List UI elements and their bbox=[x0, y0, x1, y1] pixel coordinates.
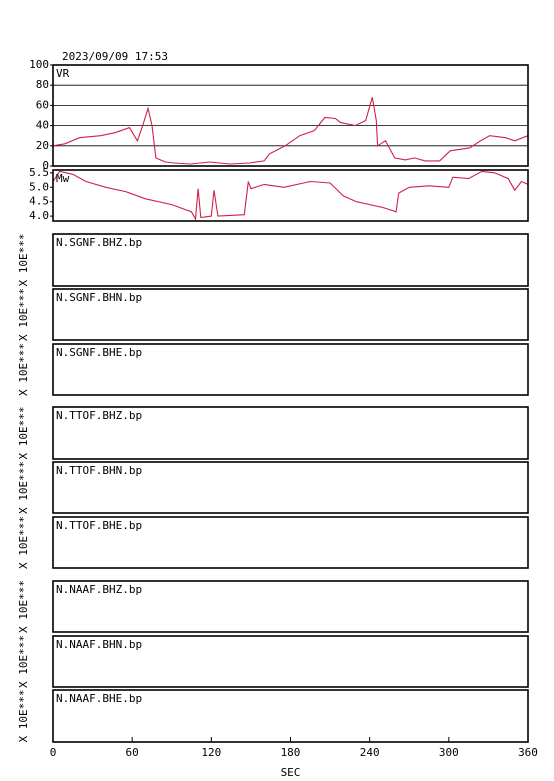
panel-label: Mw bbox=[56, 172, 70, 185]
y-tick-label: 5.0 bbox=[29, 180, 49, 193]
x-tick-label: 120 bbox=[201, 746, 221, 759]
x-tick-label: 300 bbox=[439, 746, 459, 759]
panel-frame bbox=[52, 233, 529, 287]
x-tick-label: 180 bbox=[281, 746, 301, 759]
y-axis-label: X 10E*** bbox=[17, 580, 30, 633]
panel-label: N.NAAF.BHZ.bp bbox=[56, 583, 142, 596]
panel-label: N.TTOF.BHN.bp bbox=[56, 464, 142, 477]
panel-frame bbox=[52, 343, 529, 396]
x-axis-label: SEC bbox=[281, 766, 301, 779]
y-axis-label: X 10E*** bbox=[17, 461, 30, 514]
panel-frame bbox=[52, 169, 529, 222]
y-axis-label: X 10E*** bbox=[17, 690, 30, 743]
panel-frame bbox=[52, 635, 529, 688]
y-tick-label: 60 bbox=[36, 98, 49, 111]
panel-label: N.SGNF.BHZ.bp bbox=[56, 236, 142, 249]
panel-frame bbox=[52, 288, 529, 341]
y-axis-label: X 10E*** bbox=[17, 234, 30, 287]
panel-frame bbox=[52, 406, 529, 460]
y-axis-label: X 10E*** bbox=[17, 343, 30, 396]
panel-label: N.NAAF.BHE.bp bbox=[56, 692, 142, 705]
y-tick-label: 4.5 bbox=[29, 195, 49, 208]
y-tick-label: 5.5 bbox=[29, 166, 49, 179]
panel-label: N.TTOF.BHE.bp bbox=[56, 519, 142, 532]
data-line bbox=[52, 170, 529, 221]
panel-frame bbox=[52, 461, 529, 514]
data-line bbox=[52, 97, 529, 165]
y-tick-label: 0 bbox=[42, 159, 49, 172]
y-axis-label: X 10E*** bbox=[17, 635, 30, 688]
y-axis-label: X 10E*** bbox=[17, 407, 30, 460]
y-tick-label: 20 bbox=[36, 139, 49, 152]
panel-label: VR bbox=[56, 67, 70, 80]
y-tick-label: 100 bbox=[29, 58, 49, 71]
y-tick-label: 40 bbox=[36, 119, 49, 132]
y-axis-label: X 10E*** bbox=[17, 288, 30, 341]
panel-label: N.NAAF.BHN.bp bbox=[56, 638, 142, 651]
panel-label: N.SGNF.BHE.bp bbox=[56, 346, 142, 359]
x-tick-label: 0 bbox=[50, 746, 57, 759]
panel-frame bbox=[52, 516, 529, 569]
panel-label: N.TTOF.BHZ.bp bbox=[56, 409, 142, 422]
x-tick-label: 360 bbox=[518, 746, 538, 759]
panel-frame bbox=[52, 64, 529, 167]
y-tick-label: 4.0 bbox=[29, 209, 49, 222]
y-tick-label: 80 bbox=[36, 78, 49, 91]
y-axis-label: X 10E*** bbox=[17, 516, 30, 569]
timestamp: 2023/09/09 17:53 bbox=[62, 50, 168, 63]
x-tick-label: 240 bbox=[360, 746, 380, 759]
panel-label: N.SGNF.BHN.bp bbox=[56, 291, 142, 304]
panel-frame bbox=[52, 580, 529, 633]
x-tick-label: 60 bbox=[126, 746, 139, 759]
